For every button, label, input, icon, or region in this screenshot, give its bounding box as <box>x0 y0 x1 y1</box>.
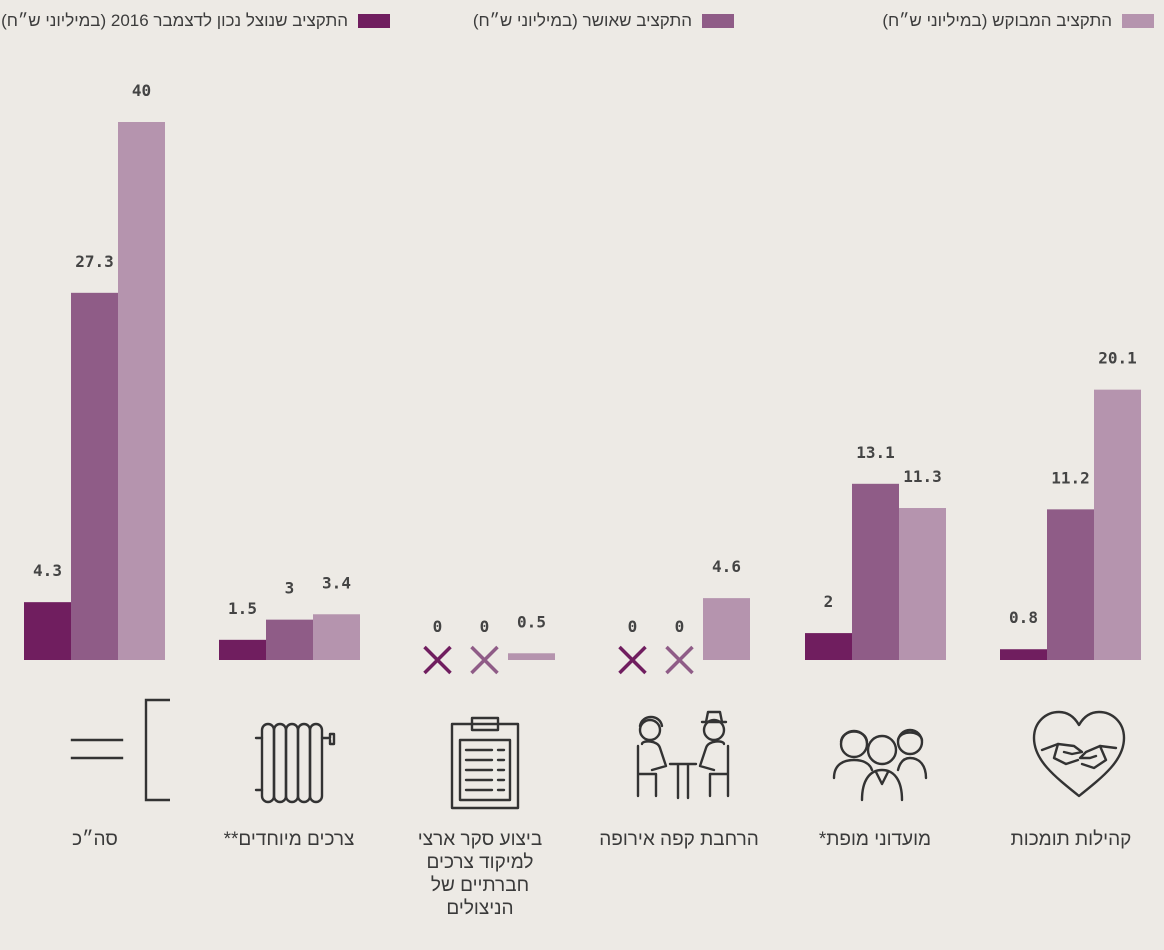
bar-total-approved <box>71 292 118 660</box>
bar-supportive-communities-requested <box>1094 389 1141 660</box>
zero-marker-cafe-europa-used <box>618 645 647 675</box>
total-equals-icon <box>70 698 170 802</box>
legend-swatch-approved <box>702 14 734 28</box>
clipboard-survey-icon <box>450 716 520 810</box>
legend-item-approved: התקציב שאושר (במיליוני ש״ח) <box>473 6 734 36</box>
legend-swatch-used <box>358 14 390 28</box>
value-label-supportive-communities-requested: 20.1 <box>1098 349 1137 368</box>
value-label-total-used: 4.3 <box>33 561 62 580</box>
bar-model-clubs-approved <box>852 483 899 660</box>
legend-label-used: התקציב שנוצל נכון לדצמבר 2016 (במיליוני … <box>1 11 348 30</box>
legend-swatch-requested <box>1122 14 1154 28</box>
bar-special-needs-used <box>219 639 266 660</box>
bar-special-needs-approved <box>266 619 313 660</box>
value-label-model-clubs-requested: 11.3 <box>903 467 942 486</box>
cafe-meeting-icon <box>636 710 730 800</box>
value-label-model-clubs-approved: 13.1 <box>856 443 895 462</box>
bar-national-survey-requested <box>508 653 555 660</box>
zero-marker-national-survey-used <box>423 645 452 675</box>
zero-marker-cafe-europa-approved <box>665 645 694 675</box>
value-label-model-clubs-used: 2 <box>824 592 834 611</box>
category-label-total: סה״כ <box>72 829 118 850</box>
value-label-total-requested: 40 <box>132 81 151 100</box>
value-label-cafe-europa-used: 0 <box>628 617 638 636</box>
value-label-supportive-communities-used: 0.8 <box>1009 608 1038 627</box>
bar-total-requested <box>118 122 165 660</box>
value-label-special-needs-approved: 3 <box>285 579 295 598</box>
value-label-national-survey-approved: 0 <box>480 617 490 636</box>
value-label-supportive-communities-approved: 11.2 <box>1051 468 1090 487</box>
legend-label-approved: התקציב שאושר (במיליוני ש״ח) <box>472 11 692 30</box>
radiator-icon <box>254 722 336 804</box>
bar-special-needs-requested <box>313 614 360 660</box>
heart-hands-icon <box>1032 710 1126 798</box>
category-label-special-needs: צרכים מיוחדים** <box>223 829 355 850</box>
legend: התקציב המבוקש (במיליוני ש״ח) התקציב שאוש… <box>1 6 1154 36</box>
category-label-cafe-europa: הרחבת קפה אירופה <box>599 829 759 850</box>
category-label-national-survey: ביצוע סקר ארצי למיקוד צרכים חברתיים של ה… <box>417 829 543 919</box>
category-label-supportive-communities: קהילות תומכות <box>1010 829 1132 850</box>
bar-supportive-communities-approved <box>1047 509 1094 660</box>
value-label-national-survey-used: 0 <box>433 617 443 636</box>
value-label-special-needs-used: 1.5 <box>228 599 257 618</box>
category-label-model-clubs: מועדוני מופת* <box>818 829 932 850</box>
seniors-group-icon <box>832 728 928 802</box>
bar-total-used <box>24 602 71 660</box>
bar-model-clubs-requested <box>899 508 946 660</box>
bar-cafe-europa-requested <box>703 598 750 660</box>
bar-supportive-communities-used <box>1000 649 1047 660</box>
legend-item-requested: התקציב המבוקש (במיליוני ש״ח) <box>882 6 1154 36</box>
value-label-national-survey-requested: 0.5 <box>517 612 546 631</box>
value-label-cafe-europa-requested: 4.6 <box>712 557 741 576</box>
legend-item-used: התקציב שנוצל נכון לדצמבר 2016 (במיליוני … <box>1 6 390 36</box>
value-label-cafe-europa-approved: 0 <box>675 617 685 636</box>
value-label-total-approved: 27.3 <box>75 252 114 271</box>
zero-marker-national-survey-approved <box>470 645 499 675</box>
value-label-special-needs-requested: 3.4 <box>322 573 351 592</box>
legend-label-requested: התקציב המבוקש (במיליוני ש״ח) <box>882 11 1112 30</box>
bar-model-clubs-used <box>805 633 852 660</box>
